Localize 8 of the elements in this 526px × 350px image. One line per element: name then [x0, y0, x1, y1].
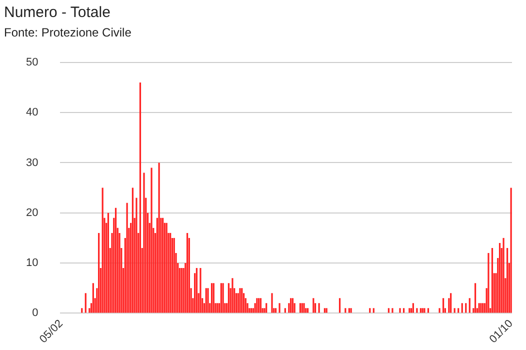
y-tick-label: 0: [32, 307, 38, 320]
chart-subtitle: Fonte: Protezione Civile: [4, 26, 132, 40]
chart-title: Numero - Totale: [4, 4, 110, 22]
y-tick-label: 50: [26, 56, 38, 68]
y-tick-label: 40: [26, 106, 38, 119]
y-tick-label: 30: [26, 156, 38, 169]
y-tick-label: 20: [26, 206, 38, 219]
y-tick-label: 10: [26, 257, 38, 270]
